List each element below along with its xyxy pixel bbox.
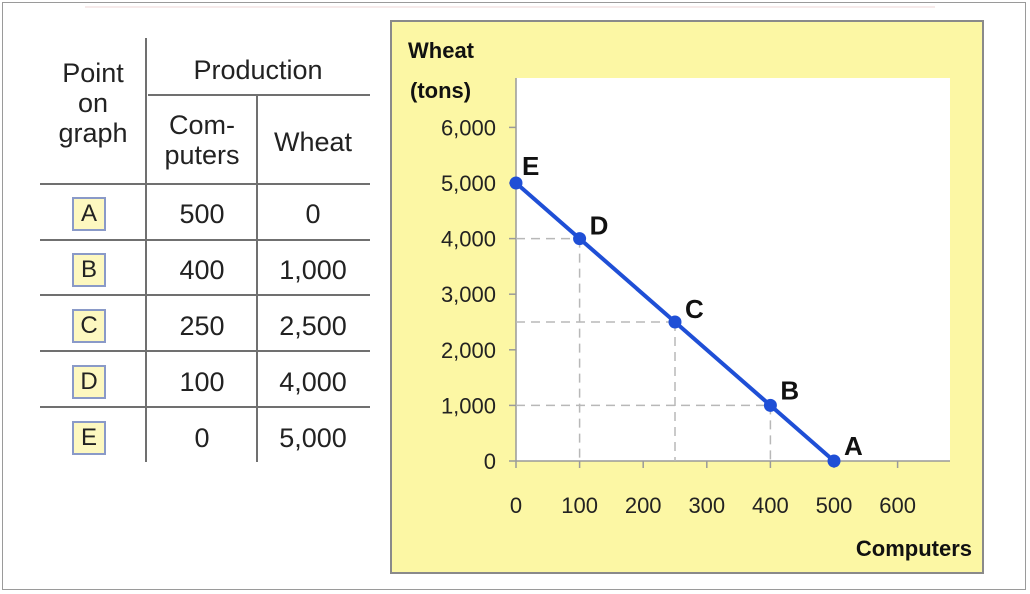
y-tick-label: 0: [484, 449, 496, 474]
y-tick-label: 6,000: [441, 115, 496, 140]
table-cell-computers: 400: [179, 255, 225, 285]
x-tick-label: 100: [561, 493, 598, 518]
data-point-c: [668, 315, 682, 329]
table-cell-wheat: 4,000: [279, 367, 347, 397]
table-divider-row: [40, 350, 370, 352]
header-computers: Com- puters: [148, 110, 256, 170]
data-point-e: [509, 176, 523, 190]
y-tick-label: 3,000: [441, 282, 496, 307]
header-point: Point on graph: [40, 58, 146, 149]
point-label-box: B: [72, 253, 106, 287]
production-table: Point on graph Production Com- puters Wh…: [0, 0, 390, 594]
table-cell-wheat: 2,500: [279, 311, 347, 341]
point-label-box: D: [72, 365, 106, 399]
point-label-box: C: [72, 309, 106, 343]
header-computers-line-1: Com-: [169, 110, 235, 140]
table-divider-vertical-2: [256, 95, 258, 462]
data-point-b: [763, 398, 777, 412]
table-divider-production: [148, 94, 370, 96]
table-divider-vertical-1: [145, 38, 147, 462]
point-label-b: B: [780, 375, 799, 405]
table-cell-computers: 500: [179, 199, 225, 229]
y-tick-label: 5,000: [441, 171, 496, 196]
point-label-e: E: [522, 151, 539, 181]
x-tick-label: 500: [816, 493, 853, 518]
plot-area: [516, 78, 950, 461]
table-divider-header: [40, 183, 370, 185]
x-axis-label: Computers: [856, 536, 972, 561]
table-cell-wheat: 1,000: [279, 255, 347, 285]
y-axis-label-line-1: Wheat: [408, 38, 475, 63]
y-tick-label: 1,000: [441, 393, 496, 418]
point-label-c: C: [685, 294, 704, 324]
header-computers-line-2: puters: [164, 140, 240, 171]
header-point-line-3: graph: [58, 118, 128, 149]
point-label-d: D: [590, 211, 609, 241]
top-rule: [85, 6, 935, 8]
table-cell-wheat: 5,000: [279, 423, 347, 453]
y-tick-label: 4,000: [441, 227, 496, 252]
table-cell-computers: 250: [179, 311, 225, 341]
x-tick-label: 300: [688, 493, 725, 518]
table-cell-wheat: 0: [305, 199, 321, 229]
header-wheat: Wheat: [273, 127, 353, 157]
x-tick-label: 400: [752, 493, 789, 518]
table-divider-row: [40, 294, 370, 296]
y-axis-label-line-2: (tons): [410, 78, 471, 103]
x-tick-label: 0: [510, 493, 522, 518]
point-label-box: E: [72, 421, 106, 455]
header-point-line-2: on: [77, 88, 109, 119]
y-tick-label: 2,000: [441, 338, 496, 363]
header-point-line-1: Point: [62, 58, 124, 88]
point-label-a: A: [844, 431, 863, 461]
table-divider-row: [40, 406, 370, 408]
data-point-a: [827, 454, 841, 468]
x-tick-label: 600: [879, 493, 916, 518]
x-tick-label: 200: [625, 493, 662, 518]
table-divider-row: [40, 239, 370, 241]
table-cell-computers: 100: [179, 367, 225, 397]
point-label-box: A: [72, 197, 106, 231]
table-cell-computers: 0: [194, 423, 210, 453]
data-point-d: [573, 232, 587, 246]
header-production: Production: [193, 55, 323, 85]
